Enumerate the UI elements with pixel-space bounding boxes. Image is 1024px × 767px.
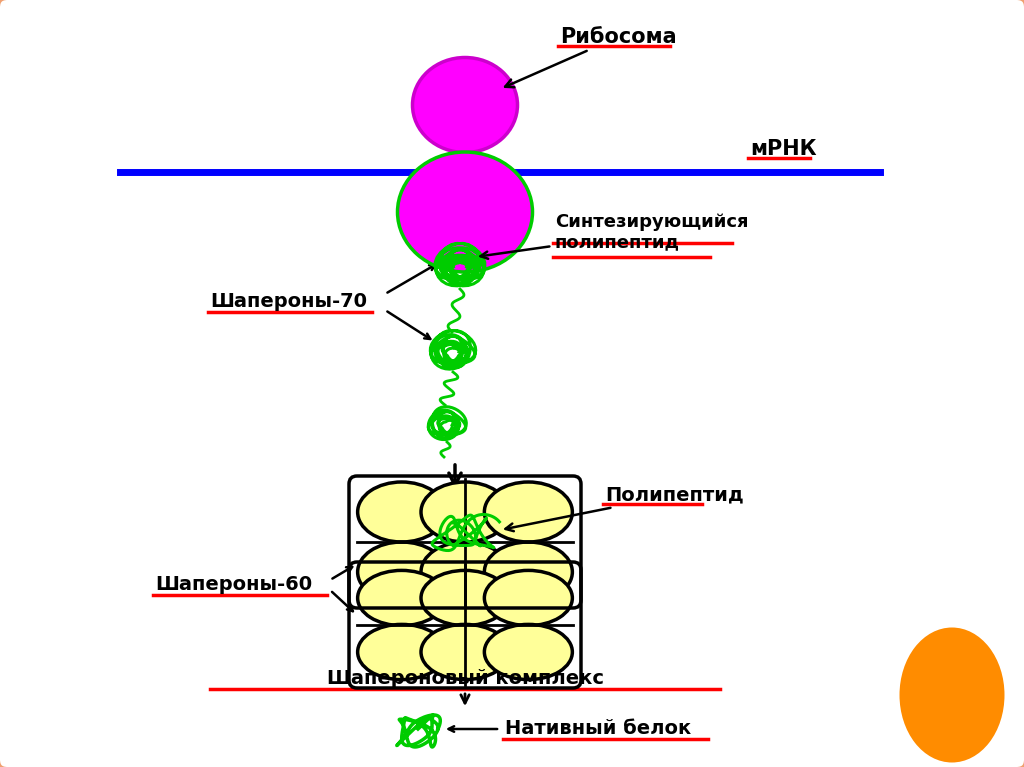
Ellipse shape <box>484 482 572 542</box>
Ellipse shape <box>413 58 517 153</box>
Text: Рибосома: Рибосома <box>505 27 677 87</box>
Ellipse shape <box>357 542 445 602</box>
Ellipse shape <box>357 482 445 542</box>
Ellipse shape <box>421 482 509 542</box>
Text: Шапероны-60: Шапероны-60 <box>155 575 312 594</box>
Text: Шапероны-70: Шапероны-70 <box>210 292 367 311</box>
Ellipse shape <box>357 571 445 626</box>
Text: мРНК: мРНК <box>750 139 816 159</box>
Ellipse shape <box>397 152 532 272</box>
Ellipse shape <box>357 624 445 680</box>
Text: Нативный белок: Нативный белок <box>505 719 691 739</box>
Text: Полипептид: Полипептид <box>506 486 743 532</box>
Text: Синтезирующийся
полипептид: Синтезирующийся полипептид <box>480 212 749 258</box>
Ellipse shape <box>421 571 509 626</box>
Ellipse shape <box>484 571 572 626</box>
Ellipse shape <box>899 627 1005 762</box>
Ellipse shape <box>421 542 509 602</box>
Ellipse shape <box>484 542 572 602</box>
Ellipse shape <box>421 624 509 680</box>
Ellipse shape <box>484 624 572 680</box>
Text: Шапероновый комплекс: Шапероновый комплекс <box>327 670 603 689</box>
